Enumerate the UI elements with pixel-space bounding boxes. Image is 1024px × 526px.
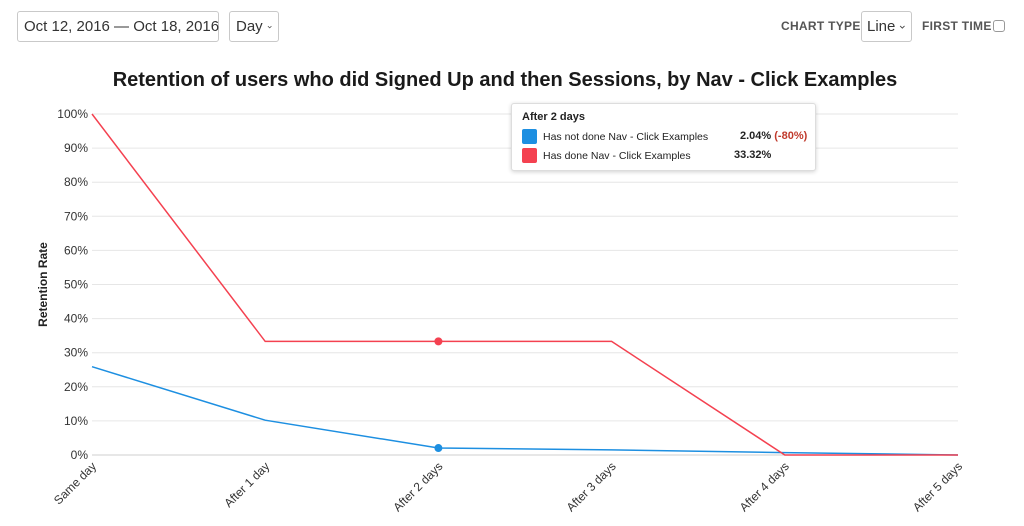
tooltip-value-diff: (-80%) [774,130,808,142]
x-tick-label: Same day [51,459,99,507]
y-tick-label: 40% [64,312,88,326]
data-point [434,337,443,346]
x-tick-label: After 2 days [390,459,445,514]
chart-type-select[interactable]: Line [861,11,912,42]
legend-swatch-blue [522,129,537,144]
tooltip-series-name: Has not done Nav - Click Examples [543,131,709,143]
y-tick-label: 100% [57,107,88,121]
chart-type-value: Line [867,18,896,35]
toolbar: Oct 12, 2016 — Oct 18, 2016 Day CHART TY… [0,0,1024,56]
data-point [434,444,443,453]
tooltip-title: After 2 days [522,111,585,123]
tooltip-row: Has not done Nav - Click Examples 2.04% … [522,129,812,145]
series-line [91,113,958,456]
y-tick-label: 50% [64,278,88,292]
tooltip-series-name: Has done Nav - Click Examples [543,150,691,162]
first-time-checkbox[interactable] [993,20,1005,32]
y-tick-label: 70% [64,209,88,223]
y-tick-label: 90% [64,141,88,155]
y-tick-label: 80% [64,175,88,189]
legend-swatch-red [522,148,537,163]
first-time-label: FIRST TIME [922,19,992,33]
date-range-select[interactable]: Oct 12, 2016 — Oct 18, 2016 [17,11,219,42]
chart-title: Retention of users who did Signed Up and… [112,69,898,91]
series-line [91,365,959,456]
x-tick-label: After 1 day [221,459,272,510]
time-unit-select[interactable]: Day [229,11,279,42]
y-tick-label: 30% [64,346,88,360]
y-tick-label: 20% [64,380,88,394]
x-tick-label: After 5 days [910,459,965,514]
date-range-value: Oct 12, 2016 — Oct 18, 2016 [24,18,220,35]
chart-tooltip: After 2 days Has not done Nav - Click Ex… [511,103,816,171]
tooltip-value-number: 2.04% [740,130,772,142]
x-tick-label: After 4 days [737,459,792,514]
tooltip-series-value: 33.32% [734,149,771,161]
y-axis-label: Retention Rate [36,242,50,327]
tooltip-series-value: 2.04% (-80%) [740,130,807,142]
tooltip-value-number: 33.32% [734,149,772,161]
chart-type-label: CHART TYPE [781,19,861,33]
y-tick-label: 60% [64,243,88,257]
chevron-down-icon [267,25,272,28]
y-tick-label: 10% [64,414,88,428]
chevron-down-icon [900,25,906,29]
y-tick-label: 0% [71,448,89,462]
tooltip-row: Has done Nav - Click Examples 33.32% [522,148,812,164]
time-unit-value: Day [236,18,263,35]
x-tick-label: After 3 days [564,459,619,514]
